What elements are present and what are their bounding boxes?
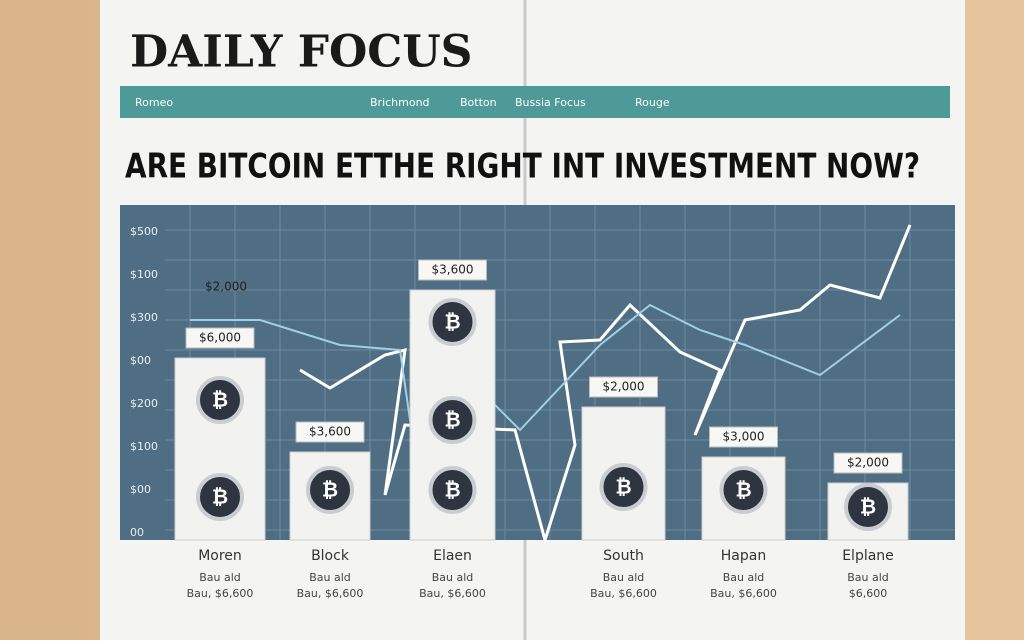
bar-note: Bau ald <box>847 571 889 584</box>
axis-label: $100 <box>130 268 158 281</box>
bar-sub: Bau, $6,600 <box>297 587 364 600</box>
trend-line <box>299 224 912 546</box>
coin <box>428 298 477 346</box>
bar-note: Bau ald <box>723 571 765 584</box>
coin <box>428 466 477 514</box>
value-tag <box>589 376 658 398</box>
bar-sub: Bau, $6,600 <box>419 587 486 600</box>
value-tag <box>709 426 778 448</box>
category-label: Block <box>311 548 350 564</box>
value-label: $3,600 <box>309 425 351 439</box>
nav-item: Romeo <box>135 96 173 109</box>
category-label: Hapan <box>721 548 766 564</box>
category-label: Moren <box>198 548 242 564</box>
value-label: $3,000 <box>723 430 765 444</box>
coin <box>306 466 354 514</box>
coin-symbol: ₿ <box>444 408 460 432</box>
axis-label: 00 <box>130 526 144 539</box>
coin-symbol: ₿ <box>444 310 460 334</box>
axis-label: $300 <box>130 311 158 324</box>
coin <box>196 376 244 424</box>
category-label: South <box>603 548 644 564</box>
category-label: Elaen <box>433 548 472 564</box>
nav-item: Brichmond <box>370 96 430 109</box>
value-label: $2,000 <box>847 456 889 470</box>
nav-bar <box>120 86 950 118</box>
nav: Romeo Brichmond Botton Bussia Focus Rouge <box>135 96 670 109</box>
value-label: $2,000 <box>603 380 645 394</box>
bar-note: Bau ald <box>603 571 645 584</box>
coin-symbol: ₿ <box>212 388 228 412</box>
bar-note: Bau ald <box>432 571 474 584</box>
coin <box>196 473 244 521</box>
y-axis: $500 $100 $300 $00 $200 $100 $00 00 <box>130 225 158 539</box>
nav-item: Rouge <box>635 96 670 109</box>
coin-symbol: ₿ <box>322 478 338 502</box>
trend-line-2 <box>190 303 901 432</box>
coin <box>844 483 892 531</box>
coin-symbol: ₿ <box>735 478 751 502</box>
coin-symbol: ₿ <box>212 485 228 509</box>
coin <box>719 466 768 514</box>
value-tag <box>295 421 365 443</box>
callout: $2,000 <box>205 280 247 294</box>
coin-symbol: ₿ <box>444 478 460 502</box>
coin <box>428 396 477 444</box>
axis-label: $00 <box>130 354 151 367</box>
value-tag <box>185 327 255 349</box>
axis-label: $200 <box>130 397 158 410</box>
bar-note: Bau ald <box>199 571 241 584</box>
bar-sub: Bau, $6,600 <box>590 587 657 600</box>
value-label: $3,600 <box>432 263 474 277</box>
coin-symbol: ₿ <box>860 495 876 519</box>
axis-label: $00 <box>130 483 151 496</box>
bar-sub: Bau, $6,600 <box>710 587 777 600</box>
value-tag <box>418 259 487 281</box>
coin-symbol: ₿ <box>615 475 631 499</box>
coin <box>599 463 648 511</box>
masthead: DAILY FOCUS <box>130 27 472 78</box>
value-tag <box>833 452 903 474</box>
axis-label: $100 <box>130 440 158 453</box>
bars: $6,000 ₿ ₿ Moren Bau ald Bau, $6,600 $3,600 ₿ Bl… <box>174 259 909 600</box>
axis-label: $500 <box>130 225 158 238</box>
category-label: Elplane <box>842 548 894 564</box>
value-label: $6,000 <box>199 331 241 345</box>
bar-note: Bau ald <box>309 571 351 584</box>
nav-item: Botton <box>460 96 497 109</box>
bar-sub: $6,600 <box>849 587 888 600</box>
nav-item: Bussia Focus <box>515 96 586 109</box>
bar-sub: Bau, $6,600 <box>187 587 254 600</box>
headline: ARE BITCOIN ETTHE RIGHT INT INVESTMENT N… <box>125 147 920 187</box>
